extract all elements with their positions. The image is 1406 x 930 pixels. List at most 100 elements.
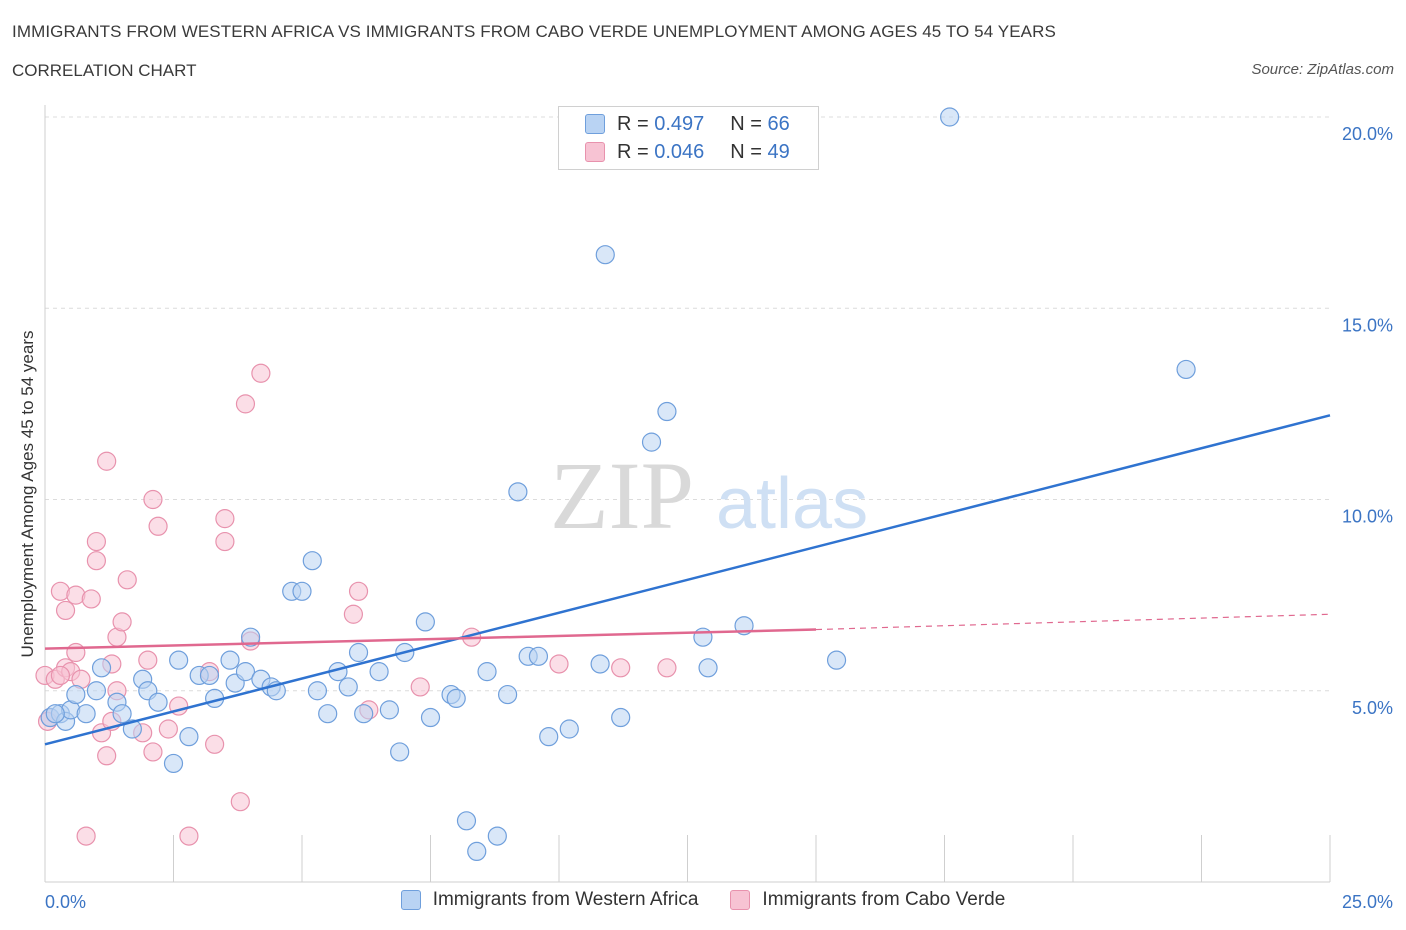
data-point [97,451,117,471]
data-point [590,654,610,674]
x-tick-label: 0.0% [45,892,86,912]
legend-item-western-africa[interactable]: Immigrants from Western Africa [400,889,699,911]
data-point [390,742,410,762]
data-point [215,531,235,552]
data-point [508,482,528,502]
data-point [1176,359,1196,380]
data-point [169,650,189,670]
data-point [467,841,487,862]
data-point [50,665,71,686]
r-label: R = [617,112,649,135]
data-point [940,107,960,127]
data-point [657,401,677,422]
data-point [112,612,132,632]
r-value: 0.497 [654,112,705,135]
data-point [66,642,86,663]
data-point [163,753,184,774]
data-point [55,600,76,621]
data-point [343,604,363,624]
data-point [611,658,631,678]
data-point [112,704,132,724]
axes [44,105,1331,883]
data-point [657,658,677,678]
legend-row-cabo-verde: R = 0.046 N = 49 [585,139,790,165]
y-tick-label: 10.0% [1342,507,1393,527]
data-point [117,570,137,590]
data-point [148,692,168,712]
data-point [302,551,322,571]
data-point [498,684,518,705]
data-point [318,704,338,724]
data-point [158,719,178,739]
data-point [235,662,256,682]
data-point [348,581,369,601]
data-point [611,707,631,728]
data-point [86,531,107,552]
data-point [698,658,718,678]
series-legend: Immigrants from Western Africa Immigrant… [0,889,1406,911]
data-point [122,719,142,739]
data-point [138,650,158,670]
data-point [641,432,662,452]
legend-swatch-pink [585,142,605,162]
chart-title: IMMIGRANTS FROM WESTERN AFRICA VS IMMIGR… [12,22,1056,41]
data-point [199,665,220,686]
data-point [348,642,369,663]
data-point [86,681,107,701]
legend-item-cabo-verde[interactable]: Immigrants from Cabo Verde [730,889,1005,911]
legend-label: Immigrants from Western Africa [432,889,699,910]
data-point [205,734,225,754]
y-axis-label: Unemployment Among Ages 45 to 54 years [18,331,37,658]
n-value: 66 [767,112,790,135]
data-point [235,394,256,414]
r-value: 0.046 [654,140,705,163]
data-point [76,704,96,724]
trend-line-cabo-verde-extension [815,613,1331,631]
n-label: N = [730,112,762,135]
data-point [379,700,399,720]
data-point [179,727,199,747]
data-point [338,677,358,697]
data-point [66,684,86,705]
legend-swatch-blue [400,890,421,910]
data-point [220,650,240,670]
data-point [307,681,328,701]
data-point [410,677,430,697]
y-tick-label: 5.0% [1352,698,1393,718]
x-tick-label: 25.0% [1342,892,1393,912]
data-point [143,489,163,510]
data-point [549,654,569,674]
n-value: 49 [767,140,790,163]
y-tick-label: 20.0% [1342,124,1393,144]
data-point [45,704,65,724]
data-point [143,742,163,762]
data-point [179,826,199,846]
data-point [97,746,117,766]
data-point [456,811,477,831]
data-point [91,658,112,678]
data-point [86,551,107,571]
data-point [354,704,374,724]
data-point [477,662,497,682]
legend-swatch-blue [585,114,605,134]
series-cabo-verde [35,363,677,846]
data-point [215,509,235,529]
data-point [230,792,250,812]
data-point [559,719,579,739]
data-point [487,826,507,846]
y-tick-label: 15.0% [1342,315,1393,335]
legend-label: Immigrants from Cabo Verde [762,889,1006,910]
data-point [415,612,435,632]
data-point [693,627,713,647]
trend-line-western-africa [44,414,1331,746]
data-point [446,688,466,709]
data-point [148,516,168,536]
r-label: R = [617,140,649,163]
data-point [595,245,615,265]
data-point [292,581,312,601]
chart-subtitle: CORRELATION CHART [12,61,197,80]
data-point [539,727,559,747]
correlation-legend: R = 0.497 N = 66 R = 0.046 N = 49 [558,106,819,170]
watermark: ZIP atlas [550,442,868,549]
